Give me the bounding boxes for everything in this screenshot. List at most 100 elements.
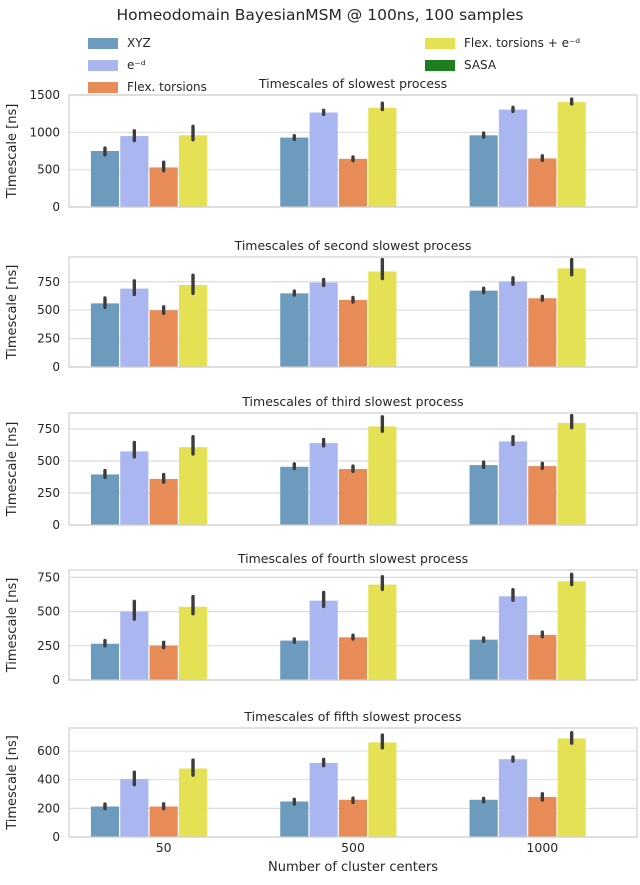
- plot-box: [68, 569, 638, 681]
- bar: [120, 778, 149, 837]
- bar: [309, 600, 338, 680]
- bar: [90, 303, 120, 367]
- y-tick-label: 500: [37, 303, 60, 317]
- bar: [368, 271, 397, 367]
- x-axis-label: Number of cluster centers: [268, 860, 438, 875]
- bar: [90, 806, 120, 837]
- bar: [280, 293, 309, 367]
- bar: [309, 282, 338, 367]
- subplot-title: Timescales of fifth slowest process: [243, 709, 461, 724]
- bar: [90, 151, 120, 207]
- legend-item: Flex. torsions: [88, 76, 207, 98]
- plot-box: [68, 727, 638, 838]
- bar: [149, 167, 178, 207]
- bar: [528, 796, 557, 837]
- x-tick-label: 1000: [526, 840, 558, 855]
- bar: [469, 639, 498, 680]
- subplot-title: Timescales of fourth slowest process: [237, 551, 468, 566]
- y-tick-label: 750: [37, 422, 60, 436]
- bar: [368, 107, 397, 207]
- bar: [338, 158, 368, 207]
- bar: [338, 637, 368, 680]
- y-axis-label: Timescale [ns]: [5, 104, 20, 200]
- bar: [557, 738, 586, 837]
- bar: [557, 422, 586, 525]
- legend-swatch-icon: [88, 81, 118, 93]
- legend-label: Flex. torsions: [127, 80, 207, 94]
- bar: [178, 284, 208, 367]
- bar: [309, 762, 338, 837]
- bar: [368, 742, 397, 837]
- x-tick-label: 500: [341, 840, 365, 855]
- y-axis-label: Timescale [ns]: [5, 422, 20, 518]
- bar: [498, 281, 528, 367]
- bar: [557, 268, 586, 367]
- bar: [178, 768, 208, 837]
- bar: [178, 606, 208, 680]
- y-tick-label: 250: [37, 639, 60, 653]
- bar: [120, 288, 149, 367]
- bar: [178, 135, 208, 207]
- legend-column-right: Flex. torsions + e⁻ᵈ SASA: [425, 32, 580, 76]
- bar: [149, 310, 178, 367]
- legend-swatch-icon: [88, 59, 118, 71]
- legend-swatch-icon: [425, 59, 455, 71]
- bar: [528, 634, 557, 680]
- bar: [528, 158, 557, 207]
- bar: [368, 426, 397, 525]
- legend-label: e⁻ᵈ: [127, 58, 146, 72]
- bar: [338, 299, 368, 367]
- bar: [120, 451, 149, 525]
- y-tick-label: 0: [52, 360, 60, 374]
- bar: [498, 109, 528, 207]
- plot-box: [68, 256, 638, 368]
- bar: [557, 102, 586, 207]
- plot-box: [68, 94, 638, 208]
- legend-item: e⁻ᵈ: [88, 54, 207, 76]
- bar: [528, 466, 557, 525]
- bar: [149, 806, 178, 837]
- y-tick-label: 500: [37, 163, 60, 177]
- y-tick-label: 500: [37, 605, 60, 619]
- legend-label: Flex. torsions + e⁻ᵈ: [464, 36, 581, 50]
- x-tick-label: 50: [156, 840, 172, 855]
- y-axis-label: Timescale [ns]: [5, 578, 20, 674]
- bar: [280, 466, 309, 525]
- bar: [280, 137, 309, 207]
- legend-item: XYZ: [88, 32, 207, 54]
- legend-label: XYZ: [127, 36, 151, 50]
- y-tick-label: 1000: [29, 125, 60, 139]
- bar: [469, 465, 498, 525]
- bar: [280, 640, 309, 680]
- legend-label: SASA: [464, 58, 497, 72]
- bar: [498, 441, 528, 525]
- legend-item: Flex. torsions + e⁻ᵈ: [425, 32, 580, 54]
- y-tick-label: 200: [37, 801, 60, 815]
- bar: [338, 799, 368, 837]
- y-tick-label: 0: [52, 200, 60, 214]
- y-tick-label: 750: [37, 570, 60, 584]
- legend-swatch-icon: [88, 37, 118, 49]
- bar: [149, 478, 178, 525]
- bar: [120, 611, 149, 680]
- bar: [178, 447, 208, 525]
- y-tick-label: 0: [52, 518, 60, 532]
- bar: [498, 596, 528, 680]
- figure-title: Homeodomain BayesianMSM @ 100ns, 100 sam…: [116, 6, 524, 24]
- y-tick-label: 1500: [29, 88, 60, 102]
- bar: [280, 801, 309, 837]
- bar: [338, 469, 368, 525]
- subplot-title: Timescales of second slowest process: [234, 238, 472, 253]
- y-tick-label: 250: [37, 332, 60, 346]
- y-tick-label: 0: [52, 830, 60, 844]
- y-axis-label: Timescale [ns]: [5, 735, 20, 831]
- bar: [469, 290, 498, 367]
- bar: [149, 645, 178, 680]
- y-tick-label: 750: [37, 275, 60, 289]
- bar: [90, 643, 120, 680]
- legend-column-left: XYZ e⁻ᵈ Flex. torsions: [88, 32, 207, 98]
- subplot-title: Timescales of slowest process: [258, 76, 447, 91]
- y-tick-label: 400: [37, 773, 60, 787]
